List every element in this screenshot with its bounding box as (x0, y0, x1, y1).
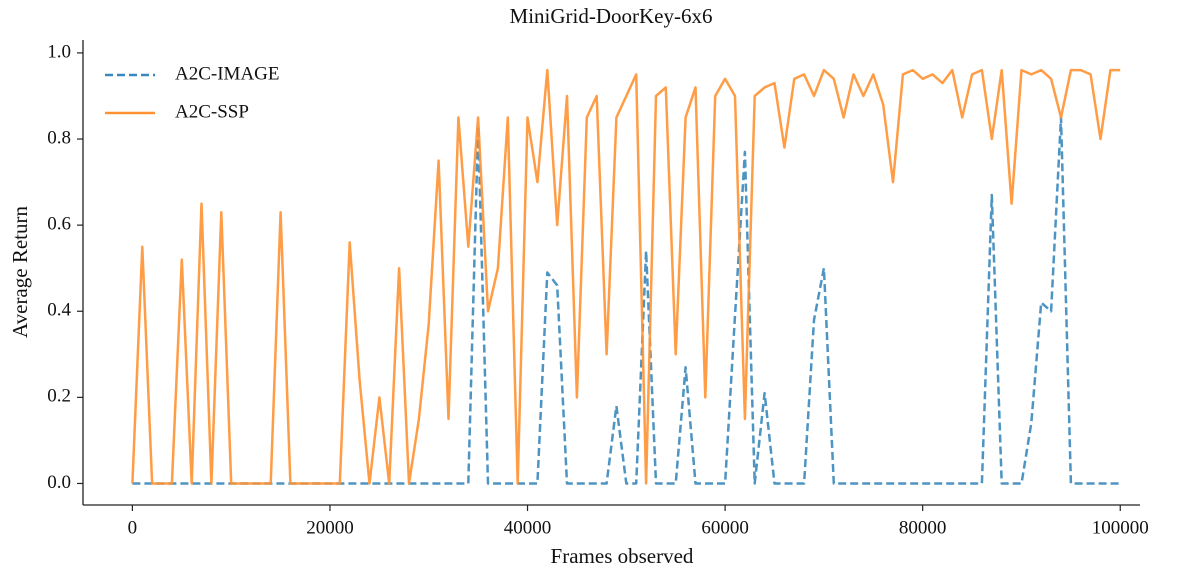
x-tick-label: 60000 (701, 517, 749, 538)
x-tick-label: 20000 (306, 517, 354, 538)
y-tick-label: 0.4 (47, 300, 71, 321)
legend-label: A2C-SSP (175, 101, 249, 122)
data-line (131, 68, 1121, 485)
x-tick-label: 0 (128, 517, 138, 538)
legend-label: A2C-IMAGE (175, 63, 280, 84)
y-tick-label: 0.2 (47, 386, 71, 407)
data-line (132, 116, 1121, 485)
y-tick-label: 0.6 (47, 213, 71, 234)
x-tick-label: 100000 (1092, 517, 1149, 538)
x-axis-label: Frames observed (551, 544, 694, 568)
y-tick-label: 0.8 (47, 127, 71, 148)
x-tick-label: 40000 (504, 517, 552, 538)
chart-title: MiniGrid-DoorKey-6x6 (510, 4, 713, 28)
y-axis-label: Average Return (8, 206, 32, 338)
y-tick-label: 1.0 (47, 41, 71, 62)
x-tick-label: 80000 (899, 517, 947, 538)
y-tick-label: 0.0 (47, 472, 71, 493)
